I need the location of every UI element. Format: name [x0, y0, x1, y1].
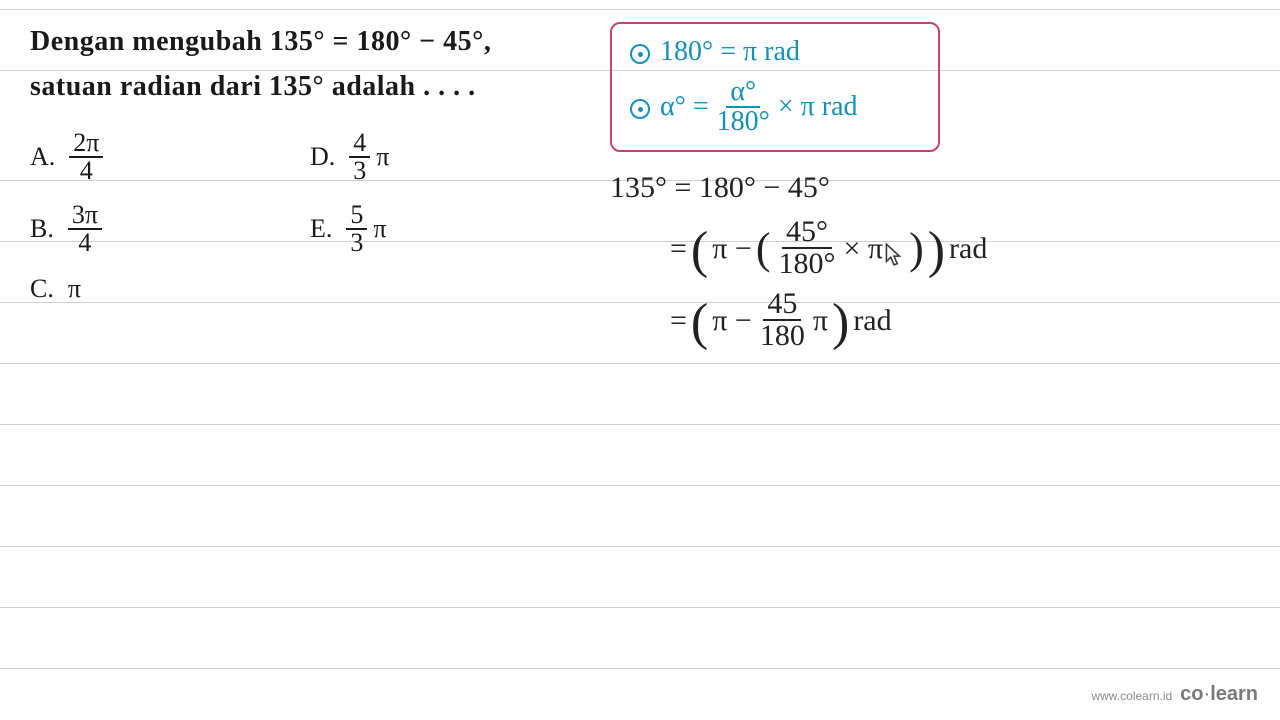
option-e-trail: π	[373, 214, 386, 244]
option-d-fraction: 4 3	[349, 130, 370, 184]
option-d: D. 4 3 π	[310, 130, 510, 184]
formula-line-1: 180° = π rad	[630, 34, 920, 70]
close-paren-icon: )	[909, 231, 924, 266]
formula-fraction: α° 180°	[713, 78, 774, 136]
bullet-icon	[630, 44, 650, 64]
close-paren-icon: )	[928, 230, 945, 272]
formula-box: 180° = π rad α° = α° 180° × π rad	[610, 22, 940, 152]
work2-fraction: 45° 180°	[774, 217, 839, 279]
work-line-3: = ( π − 45 180 π ) rad	[670, 289, 1250, 351]
cursor-icon	[883, 239, 905, 265]
watermark: www.colearn.id co·learn	[1091, 683, 1258, 706]
option-b-label: B.	[30, 214, 54, 244]
bullet-icon	[630, 99, 650, 119]
option-e-label: E.	[310, 214, 332, 244]
open-paren-icon: (	[691, 302, 708, 344]
option-a-label: A.	[30, 142, 55, 172]
option-c: C. π	[30, 274, 310, 304]
option-a: A. 2π 4	[30, 130, 310, 184]
option-d-trail: π	[376, 142, 389, 172]
option-a-fraction: 2π 4	[69, 130, 103, 184]
option-c-label: C.	[30, 274, 54, 304]
work3-fraction: 45 180	[756, 289, 809, 351]
open-paren-icon: (	[756, 231, 771, 266]
brand-logo: co·learn	[1180, 683, 1258, 706]
option-b: B. 3π 4	[30, 202, 310, 256]
question-line-2: satuan radian dari 135° adalah . . . .	[30, 65, 610, 110]
option-b-fraction: 3π 4	[68, 202, 102, 256]
handwriting-area: 180° = π rad α° = α° 180° × π rad 135° =…	[610, 22, 1250, 361]
question-block: Dengan mengubah 135° = 180° − 45°, satua…	[30, 20, 610, 304]
option-e-fraction: 5 3	[346, 202, 367, 256]
options-grid: A. 2π 4 D. 4 3 π B. 3π 4	[30, 130, 610, 304]
formula-line-2: α° = α° 180° × π rad	[630, 78, 920, 136]
page-content: Dengan mengubah 135° = 180° − 45°, satua…	[0, 0, 1280, 324]
question-line-1: Dengan mengubah 135° = 180° − 45°,	[30, 20, 610, 65]
option-c-value: π	[68, 274, 81, 304]
work-line-1: 135° = 180° − 45°	[610, 168, 1250, 207]
option-d-label: D.	[310, 142, 335, 172]
worked-solution: 135° = 180° − 45° = ( π − ( 45° 180° × π…	[610, 168, 1250, 351]
open-paren-icon: (	[691, 230, 708, 272]
work-line-2: = ( π − ( 45° 180° × π ) ) rad	[670, 217, 1250, 279]
option-e: E. 5 3 π	[310, 202, 510, 256]
close-paren-icon: )	[832, 302, 849, 344]
watermark-url: www.colearn.id	[1091, 689, 1172, 703]
